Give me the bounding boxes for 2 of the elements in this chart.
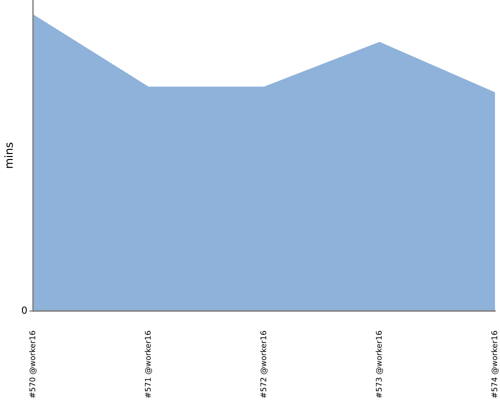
text: 0: [22, 306, 27, 314]
y-axis-title: mins: [4, 142, 13, 168]
